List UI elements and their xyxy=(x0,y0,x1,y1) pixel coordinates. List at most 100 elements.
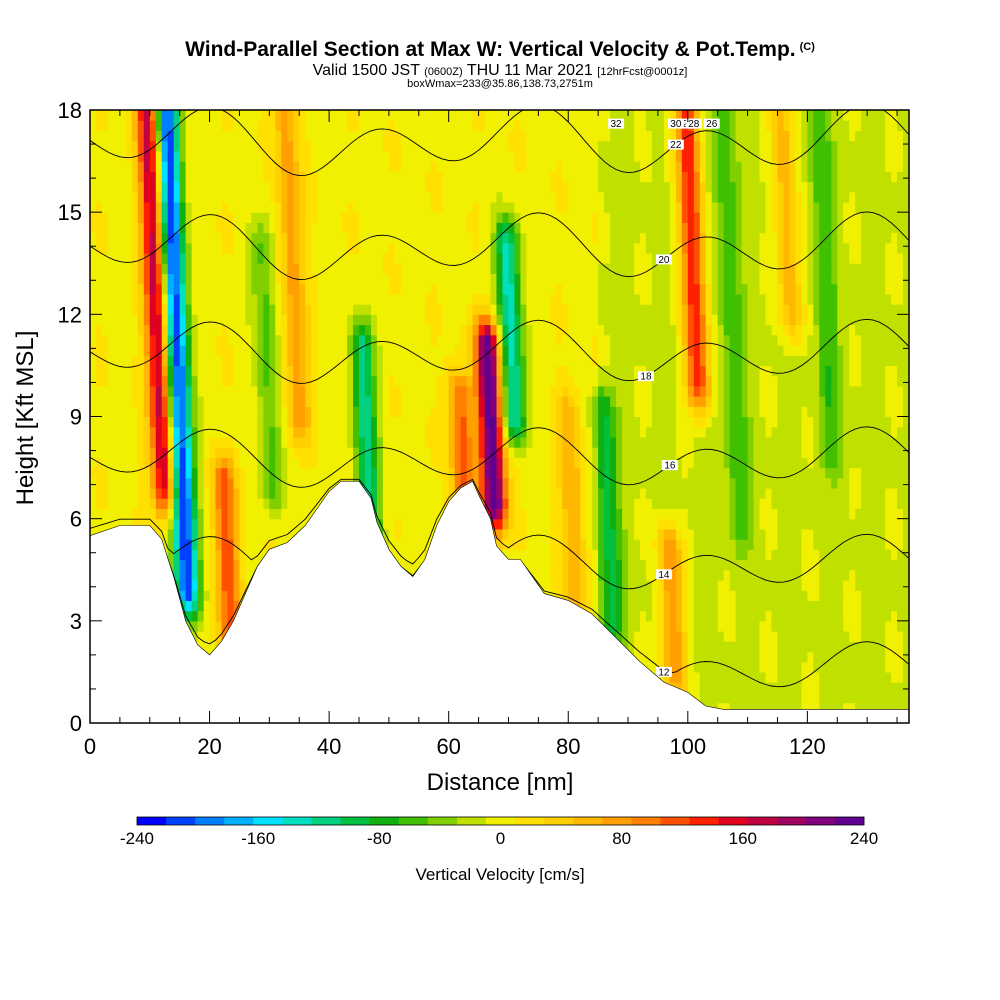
field-cell xyxy=(107,457,115,469)
field-cell xyxy=(191,559,199,571)
field-cell xyxy=(454,385,462,397)
field-cell xyxy=(406,436,414,448)
field-cell xyxy=(119,334,127,346)
field-cell xyxy=(215,549,223,561)
field-cell xyxy=(233,191,241,203)
field-cell xyxy=(353,365,360,377)
field-cell xyxy=(388,232,396,244)
field-cell xyxy=(251,559,258,571)
field-cell xyxy=(365,324,372,336)
field-cell xyxy=(257,334,264,346)
field-cell xyxy=(215,600,223,612)
field-cell xyxy=(424,314,432,326)
field-cell xyxy=(359,212,366,223)
field-cell xyxy=(550,273,557,285)
field-cell xyxy=(167,222,175,234)
field-cell xyxy=(424,273,432,285)
field-cell xyxy=(131,426,139,438)
field-cell xyxy=(430,406,438,418)
field-cell xyxy=(502,212,510,223)
field-cell xyxy=(329,396,336,407)
field-cell xyxy=(365,171,372,183)
field-cell xyxy=(149,426,157,438)
field-cell xyxy=(125,242,133,254)
field-cell xyxy=(532,528,539,540)
field-cell xyxy=(107,375,115,387)
field-cell xyxy=(191,314,199,326)
field-cell xyxy=(460,314,468,326)
field-cell xyxy=(209,641,217,653)
field-cell xyxy=(388,181,396,193)
field-cell xyxy=(550,120,557,131)
field-cell xyxy=(484,457,492,469)
field-cell xyxy=(179,375,187,387)
field-cell xyxy=(281,457,288,469)
field-cell xyxy=(173,273,181,285)
field-cell xyxy=(102,232,109,244)
field-cell xyxy=(167,355,175,366)
field-cell xyxy=(538,477,545,489)
field-cell xyxy=(335,263,342,274)
field-cell xyxy=(269,314,276,326)
field-cell xyxy=(167,171,175,183)
field-cell xyxy=(418,488,426,499)
field-cell xyxy=(520,212,527,223)
field-cell xyxy=(155,467,163,479)
field-cell xyxy=(568,569,575,581)
field-cell xyxy=(406,314,414,326)
field-cell xyxy=(430,140,438,152)
field-cell xyxy=(520,355,527,366)
field-cell xyxy=(209,181,217,193)
field-cell xyxy=(263,253,270,264)
field-cell xyxy=(478,447,486,458)
field-cell xyxy=(359,171,366,183)
field-cell xyxy=(448,447,456,458)
field-cell xyxy=(484,488,492,499)
field-cell xyxy=(424,191,432,203)
field-cell xyxy=(430,222,438,234)
field-cell xyxy=(353,191,360,203)
field-cell xyxy=(305,447,312,458)
field-cell xyxy=(203,171,211,183)
field-cell xyxy=(436,334,444,346)
field-cell xyxy=(359,334,366,346)
field-cell xyxy=(520,549,527,561)
field-cell xyxy=(574,426,581,438)
field-cell xyxy=(371,120,378,131)
field-cell xyxy=(161,293,169,305)
field-cell xyxy=(526,528,533,540)
field-cell xyxy=(496,232,504,244)
field-cell xyxy=(544,140,551,152)
field-cell xyxy=(299,283,306,295)
field-cell xyxy=(454,345,462,356)
field-cell xyxy=(269,201,276,213)
field-cell xyxy=(341,191,348,203)
field-cell xyxy=(550,375,557,387)
field-cell xyxy=(125,324,133,336)
field-cell xyxy=(125,120,133,131)
field-cell xyxy=(347,232,354,244)
field-cell xyxy=(365,385,372,397)
field-cell xyxy=(96,120,103,131)
field-cell xyxy=(406,201,414,213)
field-cell xyxy=(568,304,575,315)
field-cell xyxy=(209,498,217,509)
field-cell xyxy=(245,447,252,458)
field-cell xyxy=(400,140,408,152)
field-cell xyxy=(376,201,384,213)
field-cell xyxy=(514,488,521,499)
field-cell xyxy=(359,436,366,448)
field-cell xyxy=(197,283,205,295)
field-cell xyxy=(550,488,557,499)
field-cell xyxy=(287,314,294,326)
field-cell xyxy=(442,161,450,172)
field-cell xyxy=(227,140,235,152)
field-cell xyxy=(508,426,516,438)
field-cell xyxy=(520,181,527,193)
field-cell xyxy=(119,242,127,254)
field-cell xyxy=(365,375,372,387)
field-cell xyxy=(179,314,187,326)
field-cell xyxy=(406,355,414,366)
field-cell xyxy=(227,447,235,458)
field-cell xyxy=(400,447,408,458)
